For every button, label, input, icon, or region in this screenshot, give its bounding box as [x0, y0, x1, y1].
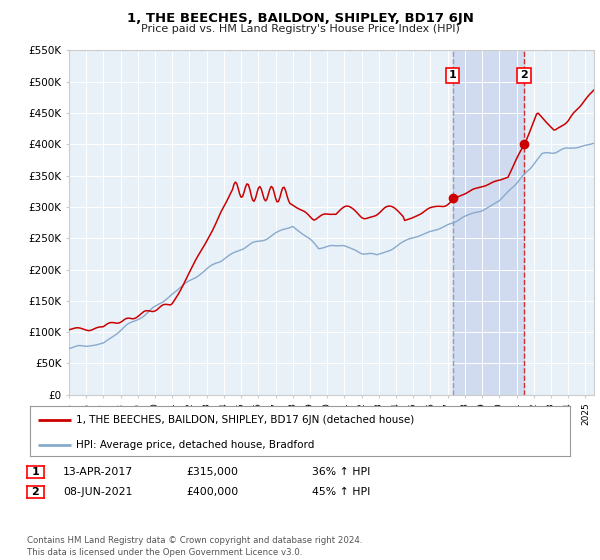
Bar	[452, 50, 524, 395]
Text: £315,000: £315,000	[186, 467, 238, 477]
Text: 2: 2	[520, 71, 528, 81]
Text: 08-JUN-2021: 08-JUN-2021	[63, 487, 133, 497]
Text: 36% ↑ HPI: 36% ↑ HPI	[312, 467, 370, 477]
Text: 45% ↑ HPI: 45% ↑ HPI	[312, 487, 370, 497]
Text: 1, THE BEECHES, BAILDON, SHIPLEY, BD17 6JN (detached house): 1, THE BEECHES, BAILDON, SHIPLEY, BD17 6…	[76, 414, 414, 424]
Text: HPI: Average price, detached house, Bradford: HPI: Average price, detached house, Brad…	[76, 440, 314, 450]
Text: Contains HM Land Registry data © Crown copyright and database right 2024.
This d: Contains HM Land Registry data © Crown c…	[27, 536, 362, 557]
Text: 1: 1	[32, 467, 39, 477]
Text: Price paid vs. HM Land Registry's House Price Index (HPI): Price paid vs. HM Land Registry's House …	[140, 24, 460, 34]
Text: 1, THE BEECHES, BAILDON, SHIPLEY, BD17 6JN: 1, THE BEECHES, BAILDON, SHIPLEY, BD17 6…	[127, 12, 473, 25]
Text: 1: 1	[449, 71, 457, 81]
Text: 13-APR-2017: 13-APR-2017	[63, 467, 133, 477]
Text: 2: 2	[32, 487, 39, 497]
Text: £400,000: £400,000	[186, 487, 238, 497]
